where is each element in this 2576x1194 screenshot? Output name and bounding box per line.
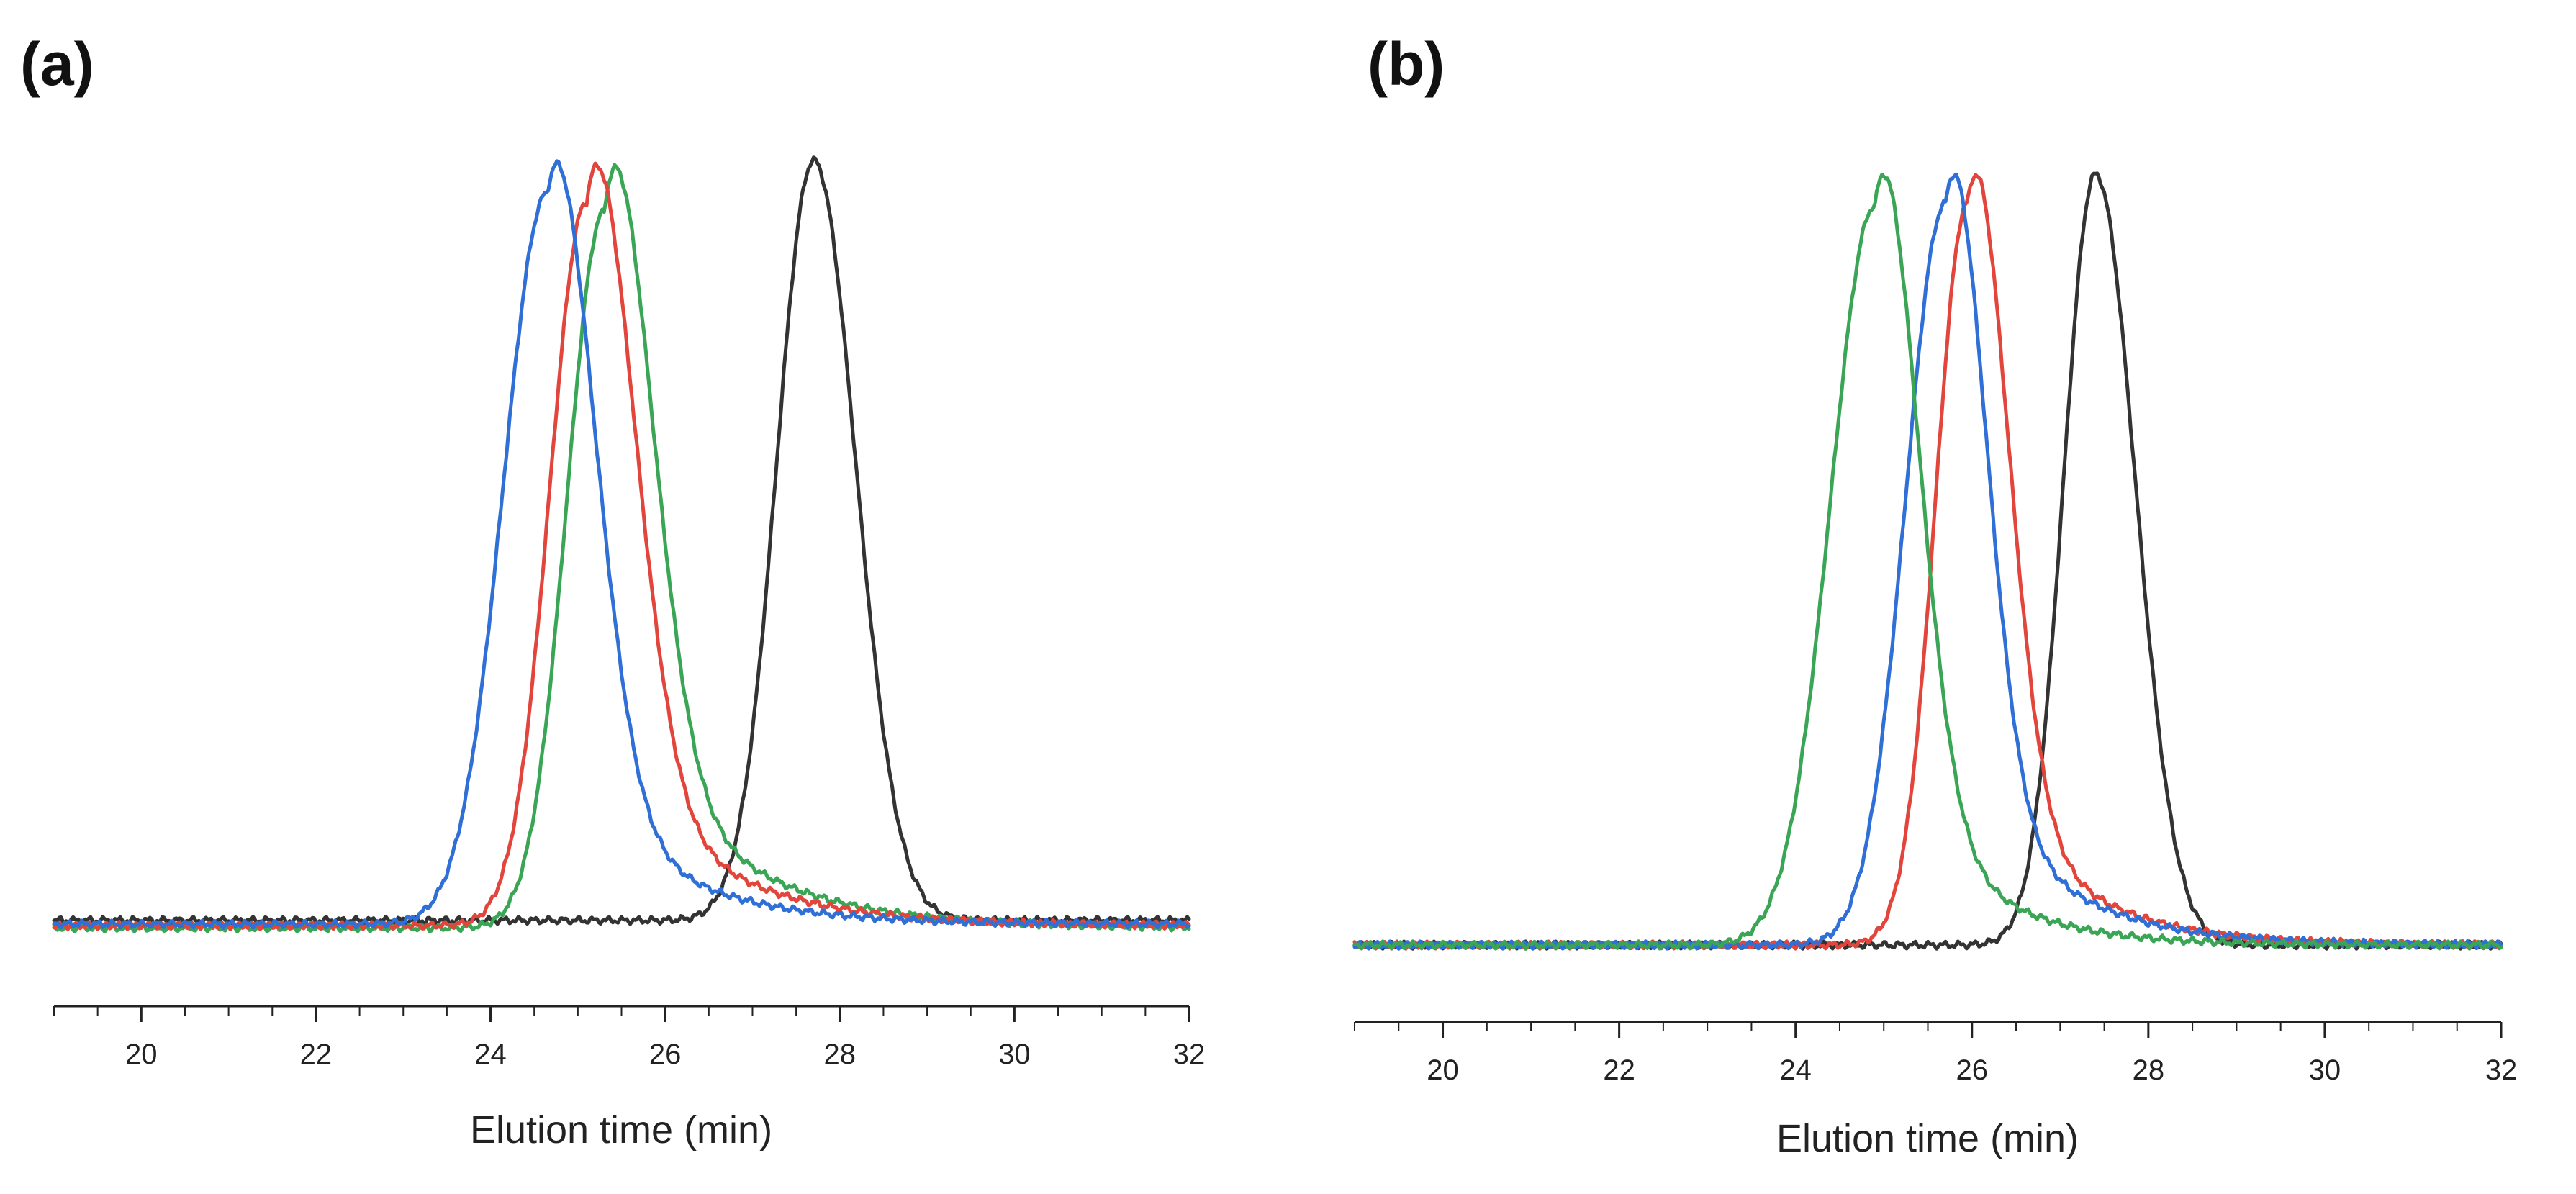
x-tick-label: 20 xyxy=(1427,1054,1459,1086)
panel-b-x-ticks: 20 22 24 26 28 30 32 xyxy=(1354,1022,2518,1086)
x-tick-label: 26 xyxy=(649,1039,682,1070)
panel-a-x-axis-title: Elution time (min) xyxy=(470,1108,772,1152)
series-line-a-0 xyxy=(52,155,1191,926)
series-line-b-3 xyxy=(1352,173,2503,951)
panel-a-label: (a) xyxy=(20,30,94,98)
panel-b-curves xyxy=(1352,171,2503,951)
x-tick-label: 24 xyxy=(474,1039,507,1070)
x-tick-label: 22 xyxy=(300,1039,333,1070)
panel-b: (b) 20 22 24 26 28 30 32 Elution time (min) xyxy=(1352,30,2518,1160)
x-tick-label: 24 xyxy=(1779,1054,1812,1086)
series-line-a-3 xyxy=(52,159,1191,930)
x-tick-label: 32 xyxy=(1173,1039,1206,1070)
series-line-a-2 xyxy=(52,161,1191,931)
panel-a-curves xyxy=(52,155,1191,933)
x-tick-label: 26 xyxy=(1956,1054,1989,1086)
x-tick-label: 28 xyxy=(824,1039,857,1070)
x-tick-label: 28 xyxy=(2133,1054,2165,1086)
panel-a-x-ticks: 20 22 24 26 28 30 32 xyxy=(53,1006,1206,1070)
x-tick-label: 30 xyxy=(2309,1054,2341,1086)
panel-b-label: (b) xyxy=(1368,30,1445,98)
panel-b-x-axis-title: Elution time (min) xyxy=(1776,1117,2079,1160)
panel-a: (a) 20 22 24 26 28 30 32 Elution time (min) xyxy=(20,30,1205,1152)
x-tick-label: 20 xyxy=(125,1039,158,1070)
x-tick-label: 30 xyxy=(998,1039,1031,1070)
x-tick-label: 22 xyxy=(1603,1054,1635,1086)
x-tick-label: 32 xyxy=(2485,1054,2518,1086)
